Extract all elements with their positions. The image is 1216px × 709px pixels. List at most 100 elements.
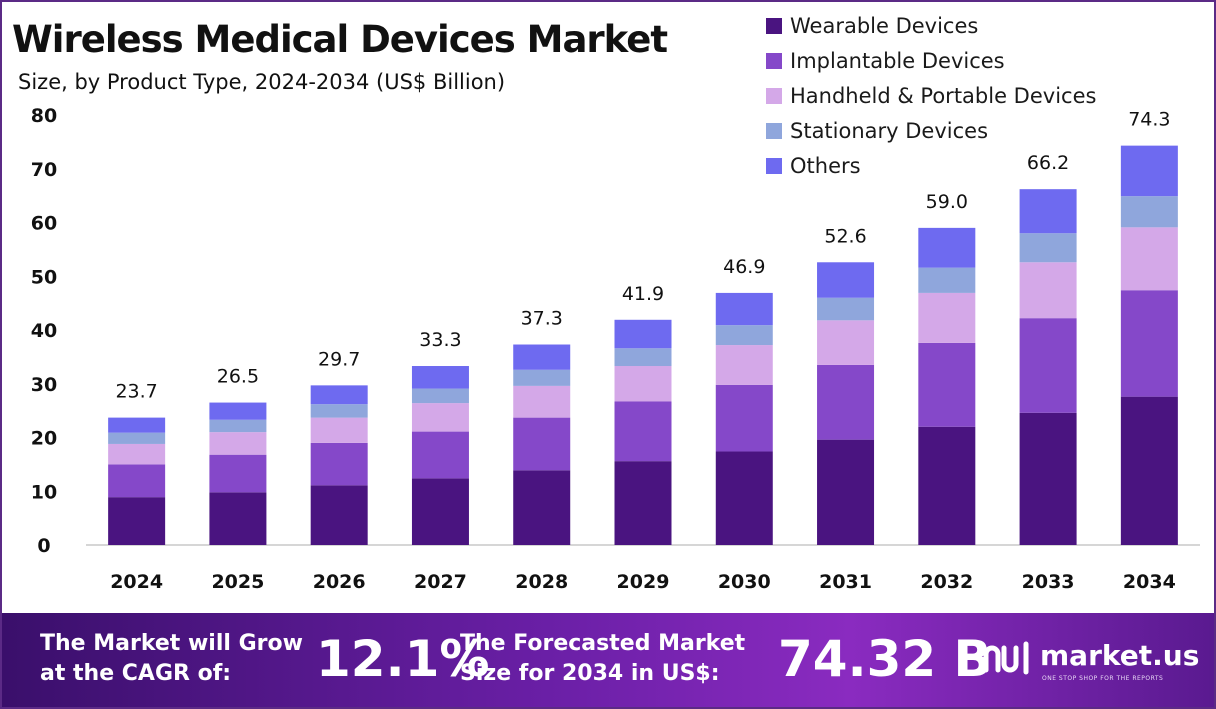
y-tick-label: 80 xyxy=(31,105,57,127)
cagr-value: 12.1% xyxy=(316,630,490,688)
bar-segment xyxy=(715,384,773,452)
brand-tagline: ONE STOP SHOP FOR THE REPORTS xyxy=(1042,675,1164,682)
legend-label-stationary: Stationary Devices xyxy=(790,118,989,143)
bar-segment xyxy=(209,402,267,420)
stacked-bar-chart: 0102030405060708023.7202426.5202529.7202… xyxy=(31,105,1200,593)
bar-segment xyxy=(1019,233,1077,263)
bar-segment xyxy=(209,454,267,493)
bar-segment xyxy=(310,417,368,443)
legend-item-handheld: Handheld & Portable Devices xyxy=(766,78,1096,113)
bar-segment xyxy=(411,403,469,432)
bar-segment xyxy=(817,439,875,545)
legend-item-others: Others xyxy=(766,148,1096,183)
bar-segment xyxy=(209,432,267,455)
bar-segment xyxy=(1120,290,1178,397)
bar-total-label: 37.3 xyxy=(521,308,563,330)
bar-segment xyxy=(108,497,166,545)
bar-segment xyxy=(918,267,976,293)
bar-segment xyxy=(817,297,875,321)
bar-total-label: 52.6 xyxy=(824,225,866,247)
x-tick-label: 2029 xyxy=(617,571,670,593)
y-tick-label: 40 xyxy=(31,320,57,342)
bar-segment xyxy=(918,227,976,268)
bar-segment xyxy=(1019,189,1077,234)
y-tick-label: 10 xyxy=(31,481,57,503)
bar-segment xyxy=(715,345,773,385)
legend-label-wearable: Wearable Devices xyxy=(790,13,979,38)
legend-swatch-stationary xyxy=(766,122,782,139)
bar-total-label: 29.7 xyxy=(318,348,360,370)
bar-segment xyxy=(209,492,267,545)
bar-total-label: 66.2 xyxy=(1027,152,1069,174)
bar-segment xyxy=(513,344,571,370)
bar-segment xyxy=(715,451,773,545)
legend-swatch-implantable xyxy=(766,52,782,69)
bar-segment xyxy=(614,319,672,349)
cagr-label-line1: The Market will Grow xyxy=(40,631,303,656)
bar-segment xyxy=(614,348,672,367)
bar-segment xyxy=(310,385,368,405)
x-tick-label: 2032 xyxy=(920,571,973,593)
chart-subtitle: Size, by Product Type, 2024-2034 (US$ Bi… xyxy=(18,70,506,94)
bar-total-label: 26.5 xyxy=(217,366,259,388)
bar-segment xyxy=(411,431,469,479)
bar-segment xyxy=(513,417,571,471)
legend-label-handheld: Handheld & Portable Devices xyxy=(790,83,1097,108)
bar-segment xyxy=(614,401,672,462)
bar-segment xyxy=(817,364,875,440)
bar-segment xyxy=(817,320,875,365)
bar-segment xyxy=(918,292,976,343)
legend-swatch-others xyxy=(766,157,782,174)
bar-total-label: 74.3 xyxy=(1128,109,1170,131)
legend-label-implantable: Implantable Devices xyxy=(790,48,1005,73)
x-tick-label: 2031 xyxy=(819,571,872,593)
forecast-label-line1: The Forecasted Market xyxy=(460,631,746,656)
bar-segment xyxy=(918,342,976,427)
bar-segment xyxy=(614,366,672,402)
bar-segment xyxy=(108,443,166,465)
legend-item-stationary: Stationary Devices xyxy=(766,113,1096,148)
y-tick-label: 20 xyxy=(31,428,57,450)
bar-segment xyxy=(513,369,571,386)
summary-banner: The Market will Grow at the CAGR of: 12.… xyxy=(2,613,1214,707)
bar-segment xyxy=(108,464,166,498)
x-tick-label: 2034 xyxy=(1123,571,1176,593)
bar-segment xyxy=(108,417,166,433)
y-tick-label: 50 xyxy=(31,266,57,288)
bar-segment xyxy=(1120,196,1178,228)
bar-segment xyxy=(310,485,368,545)
x-tick-label: 2024 xyxy=(110,571,163,593)
x-tick-label: 2027 xyxy=(414,571,467,593)
y-tick-label: 60 xyxy=(31,213,57,235)
legend-item-wearable: Wearable Devices xyxy=(766,8,1096,43)
bar-segment xyxy=(1120,396,1178,545)
bar-segment xyxy=(817,262,875,298)
x-tick-label: 2025 xyxy=(211,571,264,593)
bar-segment xyxy=(715,292,773,326)
forecast-label-line2: Size for 2034 in US$: xyxy=(460,661,720,686)
x-tick-label: 2026 xyxy=(313,571,366,593)
bar-segment xyxy=(715,325,773,346)
x-tick-label: 2033 xyxy=(1022,571,1075,593)
legend-item-implantable: Implantable Devices xyxy=(766,43,1096,78)
bar-segment xyxy=(108,432,166,444)
bar-segment xyxy=(1019,412,1077,545)
x-tick-label: 2028 xyxy=(515,571,568,593)
x-tick-label: 2030 xyxy=(718,571,771,593)
bar-segment xyxy=(513,385,571,418)
brand-logo-icon xyxy=(983,641,1029,675)
legend-label-others: Others xyxy=(790,153,861,178)
bar-total-label: 23.7 xyxy=(115,381,157,403)
y-tick-label: 70 xyxy=(31,159,57,181)
bar-segment xyxy=(1120,227,1178,291)
bar-total-label: 59.0 xyxy=(926,191,968,213)
brand-name: market.us xyxy=(1040,639,1200,672)
bar-segment xyxy=(1019,262,1077,319)
bar-segment xyxy=(310,404,368,418)
bar-segment xyxy=(411,388,469,404)
y-tick-label: 30 xyxy=(31,374,57,396)
cagr-label-line2: at the CAGR of: xyxy=(40,661,232,686)
bar-segment xyxy=(1120,145,1178,197)
bar-segment xyxy=(310,442,368,486)
